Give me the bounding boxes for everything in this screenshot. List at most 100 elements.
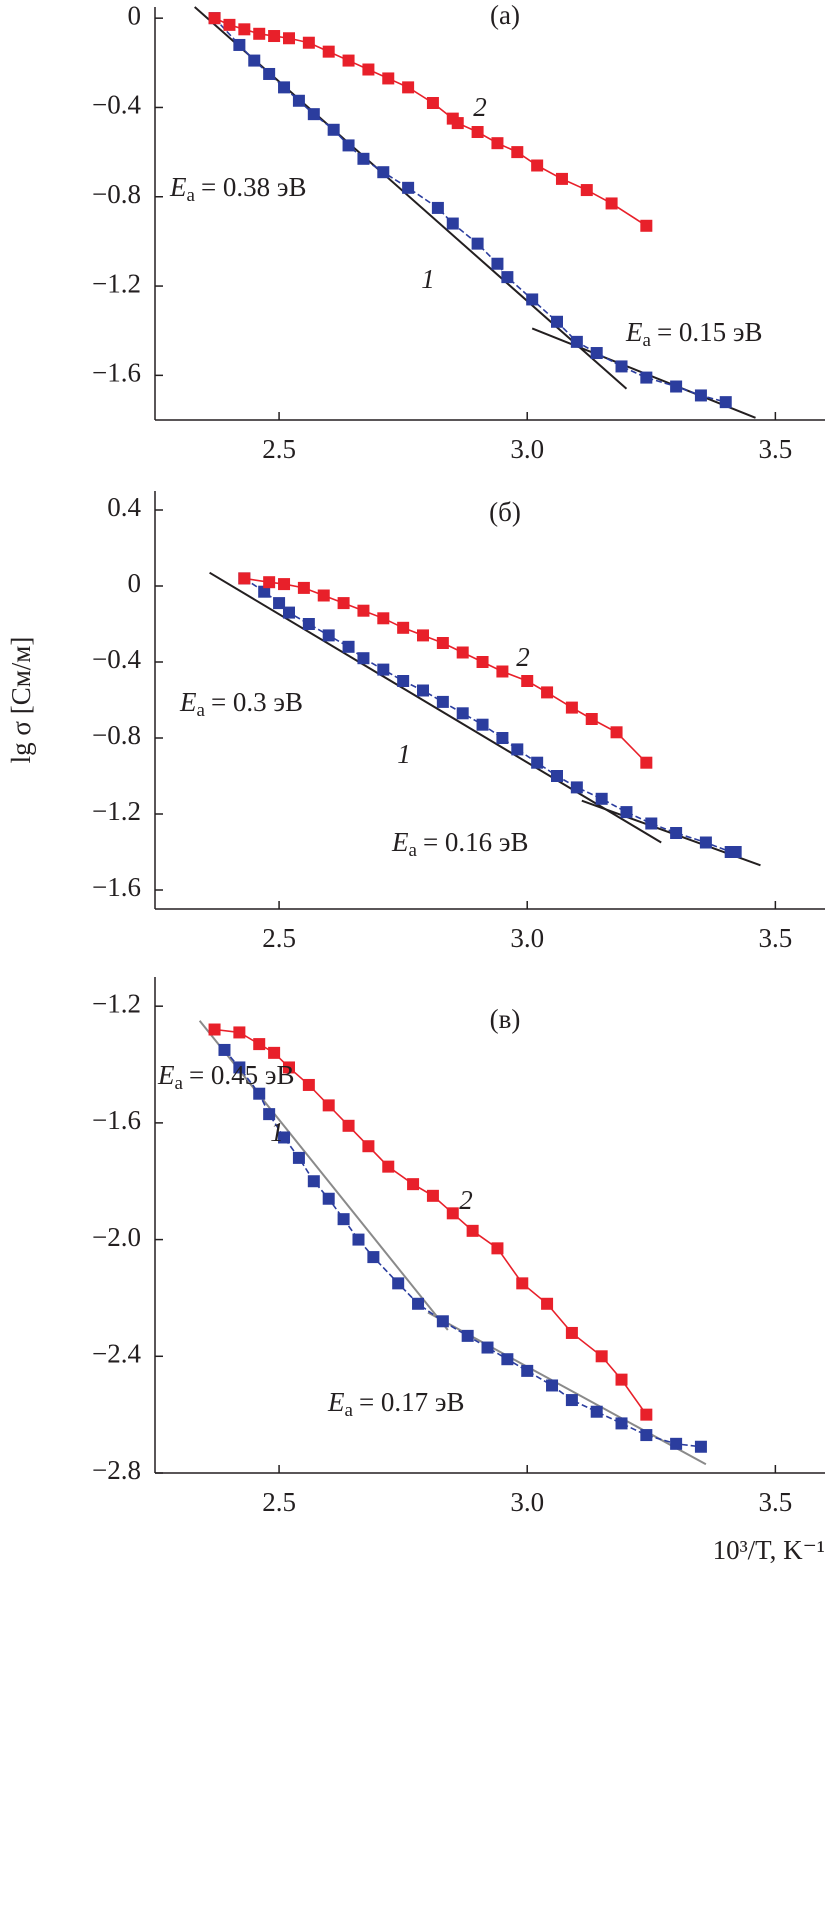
data-point bbox=[451, 117, 464, 130]
data-point bbox=[501, 271, 514, 284]
data-point bbox=[491, 257, 504, 270]
data-point bbox=[208, 1023, 221, 1036]
data-point bbox=[670, 380, 683, 393]
y-tick-label: −0.4 bbox=[92, 90, 141, 120]
x-tick-label: 2.5 bbox=[262, 1487, 296, 1517]
panel-title: (в) bbox=[490, 1004, 521, 1034]
data-point bbox=[590, 347, 603, 360]
annotation-symbol: E bbox=[179, 687, 197, 717]
data-point bbox=[694, 389, 707, 402]
data-point bbox=[357, 152, 370, 165]
data-point bbox=[322, 45, 335, 58]
series-label: 2 bbox=[516, 642, 530, 672]
data-point bbox=[640, 756, 653, 769]
data-point bbox=[551, 770, 563, 782]
data-point bbox=[322, 1099, 335, 1112]
data-point bbox=[615, 1373, 628, 1386]
data-point bbox=[322, 1192, 335, 1205]
data-point bbox=[317, 589, 330, 602]
annotation-subscript: a bbox=[345, 1400, 354, 1421]
annotation-text: = 0.38 эВ bbox=[201, 172, 307, 202]
data-point bbox=[620, 806, 633, 819]
data-point bbox=[208, 12, 221, 25]
series-line bbox=[243, 577, 736, 853]
annotation-text: = 0.15 эВ bbox=[657, 317, 763, 347]
series-label: 1 bbox=[397, 739, 411, 769]
data-point bbox=[585, 713, 598, 725]
data-point bbox=[402, 81, 415, 94]
data-point bbox=[640, 371, 653, 384]
x-tick-label: 3.5 bbox=[758, 434, 792, 464]
y-tick-label: 0 bbox=[128, 0, 142, 30]
data-point bbox=[521, 1364, 534, 1377]
data-point bbox=[570, 781, 583, 794]
data-point bbox=[377, 663, 390, 676]
y-tick-label: −0.8 bbox=[92, 179, 141, 209]
data-point bbox=[526, 293, 539, 306]
series-label: 1 bbox=[270, 1117, 284, 1147]
data-point bbox=[218, 1043, 231, 1056]
data-point bbox=[670, 827, 683, 839]
data-point bbox=[471, 126, 484, 139]
data-point bbox=[461, 1329, 474, 1342]
y-tick-label: −2.4 bbox=[92, 1338, 141, 1368]
data-point bbox=[426, 1189, 439, 1202]
data-point bbox=[238, 23, 251, 36]
data-point bbox=[471, 237, 484, 250]
data-point bbox=[407, 1178, 420, 1191]
data-point bbox=[640, 1429, 653, 1442]
data-point bbox=[694, 1440, 707, 1453]
data-point bbox=[382, 72, 395, 85]
data-point bbox=[590, 1405, 603, 1418]
x-tick-label: 3.0 bbox=[510, 434, 544, 464]
data-point bbox=[253, 1038, 266, 1051]
x-tick-label: 3.0 bbox=[510, 923, 544, 953]
data-point bbox=[292, 1151, 305, 1164]
data-point bbox=[605, 197, 618, 210]
series-line bbox=[244, 577, 647, 764]
annotation-text: = 0.45 эВ bbox=[189, 1060, 295, 1090]
y-tick-label: −1.2 bbox=[92, 796, 141, 826]
data-point bbox=[337, 1213, 350, 1226]
y-tick-label: −1.2 bbox=[92, 268, 141, 298]
data-point bbox=[263, 67, 276, 80]
panel-title: (a) bbox=[490, 0, 520, 30]
data-point bbox=[551, 315, 563, 328]
annotation: Ea = 0.17 эВ bbox=[327, 1387, 465, 1421]
annotation: Ea = 0.45 эВ bbox=[157, 1060, 295, 1094]
data-point bbox=[521, 675, 534, 687]
data-point bbox=[570, 335, 583, 348]
series-label: 2 bbox=[473, 92, 487, 122]
data-point bbox=[302, 1078, 315, 1091]
data-point bbox=[719, 396, 732, 409]
data-point bbox=[392, 1277, 405, 1290]
data-point bbox=[322, 629, 335, 642]
data-point bbox=[233, 38, 246, 51]
data-point bbox=[541, 686, 554, 699]
data-point bbox=[481, 1341, 494, 1354]
series-label: 2 bbox=[459, 1185, 473, 1215]
data-point bbox=[342, 1119, 355, 1132]
data-point bbox=[456, 646, 469, 659]
data-point bbox=[501, 1353, 514, 1366]
data-point bbox=[342, 640, 355, 653]
data-point bbox=[615, 360, 628, 373]
data-point bbox=[412, 1297, 425, 1310]
data-point bbox=[555, 172, 568, 185]
series-label: 1 bbox=[421, 264, 435, 294]
data-point bbox=[292, 94, 305, 107]
data-point bbox=[431, 201, 444, 214]
data-point bbox=[283, 1061, 295, 1074]
data-point bbox=[580, 184, 593, 197]
annotation-subscript: a bbox=[197, 700, 206, 721]
data-point bbox=[248, 54, 261, 67]
data-point bbox=[640, 219, 653, 232]
data-point bbox=[342, 54, 355, 67]
data-point bbox=[565, 1394, 578, 1407]
data-point bbox=[446, 1207, 459, 1220]
x-tick-label: 3.5 bbox=[758, 923, 792, 953]
data-point bbox=[426, 96, 439, 109]
data-point bbox=[436, 695, 449, 708]
x-tick-label: 2.5 bbox=[262, 923, 296, 953]
